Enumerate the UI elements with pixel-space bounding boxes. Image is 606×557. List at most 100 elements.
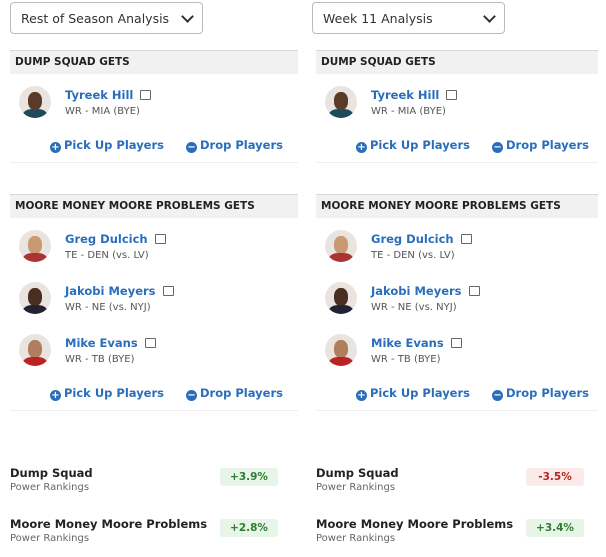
ranking-change: +3.4% bbox=[526, 519, 584, 537]
player-name[interactable]: Mike Evans bbox=[371, 335, 444, 350]
player-name[interactable]: Tyreek Hill bbox=[65, 87, 134, 102]
action-label[interactable]: Pick Up Players bbox=[64, 137, 165, 152]
player-avatar bbox=[19, 282, 51, 314]
ranking-team: Moore Money Moore Problems bbox=[10, 517, 208, 531]
team-section: DUMP SQUAD GETS Tyreek Hill WR - MIA (BYE)… bbox=[10, 50, 298, 163]
player-name-row: Greg Dulcich bbox=[65, 232, 166, 246]
player-name[interactable]: Tyreek Hill bbox=[371, 87, 440, 102]
player-info: Jakobi Meyers WR - NE (vs. NYJ) bbox=[371, 284, 480, 313]
action-link[interactable]: − Drop Players bbox=[186, 138, 283, 153]
ranking-row: Moore Money Moore Problems Power Rankings… bbox=[316, 517, 584, 557]
player-name[interactable]: Mike Evans bbox=[65, 335, 138, 350]
player-name[interactable]: Jakobi Meyers bbox=[371, 283, 462, 298]
ranking-team: Dump Squad bbox=[10, 466, 93, 480]
player-name[interactable]: Greg Dulcich bbox=[371, 231, 454, 246]
action-link[interactable]: + Pick Up Players bbox=[50, 386, 164, 401]
player-row: Mike Evans WR - TB (BYE) bbox=[10, 324, 298, 376]
note-icon[interactable] bbox=[468, 285, 480, 296]
analysis-column: Rest of Season Analysis DUMP SQUAD GETS Ty… bbox=[10, 0, 298, 544]
player-row: Greg Dulcich TE - DEN (vs. LV) bbox=[316, 220, 598, 272]
player-name-row: Tyreek Hill bbox=[371, 87, 458, 102]
action-link[interactable]: − Drop Players bbox=[186, 386, 283, 401]
analysis-column: Week 11 Analysis DUMP SQUAD GETS Tyreek Hi… bbox=[312, 0, 598, 544]
note-icon[interactable] bbox=[446, 89, 458, 100]
note-icon[interactable] bbox=[140, 89, 152, 100]
analysis-dropdown[interactable]: Rest of Season Analysis bbox=[10, 2, 203, 34]
ranking-team: Moore Money Moore Problems bbox=[316, 517, 514, 531]
player-detail: TE - DEN (vs. LV) bbox=[371, 249, 455, 261]
dropdown-arrow bbox=[483, 9, 496, 23]
ranking-row: Moore Money Moore Problems Power Rankings… bbox=[10, 517, 278, 557]
plus-icon: + bbox=[356, 389, 367, 401]
plus-icon: + bbox=[50, 141, 61, 153]
avatar-face bbox=[334, 92, 348, 110]
player-name-row: Tyreek Hill bbox=[65, 87, 152, 102]
action-label[interactable]: Drop Players bbox=[200, 137, 283, 152]
ranking-change: +2.8% bbox=[220, 519, 278, 537]
dropdown-arrow bbox=[181, 9, 194, 23]
avatar-face bbox=[28, 92, 42, 110]
action-row: + Pick Up Players − Drop Players bbox=[10, 376, 298, 411]
avatar-body bbox=[23, 253, 47, 262]
note-icon[interactable] bbox=[144, 337, 156, 348]
player-row: Tyreek Hill WR - MIA (BYE) bbox=[316, 76, 598, 128]
player-name-row: Jakobi Meyers bbox=[65, 284, 174, 298]
action-row: + Pick Up Players − Drop Players bbox=[316, 376, 598, 411]
avatar-body bbox=[329, 253, 353, 262]
avatar-body bbox=[329, 109, 353, 118]
action-label[interactable]: Pick Up Players bbox=[370, 385, 471, 400]
player-row: Jakobi Meyers WR - NE (vs. NYJ) bbox=[10, 272, 298, 324]
action-row: + Pick Up Players − Drop Players bbox=[316, 128, 598, 163]
minus-icon: − bbox=[492, 141, 504, 153]
avatar-body bbox=[23, 357, 47, 366]
analysis-dropdown[interactable]: Week 11 Analysis bbox=[312, 2, 505, 34]
ranking-change: +3.9% bbox=[220, 468, 278, 486]
action-link[interactable]: + Pick Up Players bbox=[356, 138, 470, 153]
player-name-row: Mike Evans bbox=[65, 336, 156, 350]
action-label[interactable]: Drop Players bbox=[200, 385, 283, 400]
ranking-label: Power Rankings bbox=[316, 533, 396, 544]
player-name[interactable]: Greg Dulcich bbox=[65, 231, 148, 246]
ranking-team: Dump Squad bbox=[316, 466, 399, 480]
ranking-change: -3.5% bbox=[526, 468, 584, 486]
player-detail: WR - MIA (BYE) bbox=[371, 105, 446, 117]
player-name[interactable]: Jakobi Meyers bbox=[65, 283, 156, 298]
action-link[interactable]: + Pick Up Players bbox=[356, 386, 470, 401]
player-avatar bbox=[19, 334, 51, 366]
note-icon[interactable] bbox=[162, 285, 174, 296]
action-label[interactable]: Pick Up Players bbox=[64, 385, 165, 400]
action-link[interactable]: + Pick Up Players bbox=[50, 138, 164, 153]
player-detail: WR - TB (BYE) bbox=[65, 353, 135, 365]
player-name-row: Mike Evans bbox=[371, 336, 462, 350]
player-row: Jakobi Meyers WR - NE (vs. NYJ) bbox=[316, 272, 598, 324]
action-row: + Pick Up Players − Drop Players bbox=[10, 128, 298, 163]
note-icon[interactable] bbox=[460, 233, 472, 244]
note-icon[interactable] bbox=[154, 233, 166, 244]
player-avatar bbox=[19, 230, 51, 262]
dropdown-label: Rest of Season Analysis bbox=[21, 10, 170, 26]
player-avatar bbox=[325, 86, 357, 118]
avatar-body bbox=[329, 305, 353, 314]
player-info: Mike Evans WR - TB (BYE) bbox=[65, 336, 156, 365]
avatar-face bbox=[28, 340, 42, 358]
minus-icon: − bbox=[186, 141, 198, 153]
player-row: Tyreek Hill WR - MIA (BYE) bbox=[10, 76, 298, 128]
action-label[interactable]: Drop Players bbox=[506, 137, 589, 152]
note-icon[interactable] bbox=[450, 337, 462, 348]
minus-icon: − bbox=[492, 389, 504, 401]
player-info: Tyreek Hill WR - MIA (BYE) bbox=[65, 87, 152, 117]
team-section: DUMP SQUAD GETS Tyreek Hill WR - MIA (BYE)… bbox=[316, 50, 598, 163]
player-info: Tyreek Hill WR - MIA (BYE) bbox=[371, 87, 458, 117]
player-detail: WR - NE (vs. NYJ) bbox=[65, 301, 151, 313]
action-link[interactable]: − Drop Players bbox=[492, 138, 589, 153]
player-info: Greg Dulcich TE - DEN (vs. LV) bbox=[65, 232, 166, 261]
action-label[interactable]: Pick Up Players bbox=[370, 137, 471, 152]
player-name-row: Jakobi Meyers bbox=[371, 284, 480, 298]
player-row: Greg Dulcich TE - DEN (vs. LV) bbox=[10, 220, 298, 272]
avatar-body bbox=[329, 357, 353, 366]
action-label[interactable]: Drop Players bbox=[506, 385, 589, 400]
avatar-face bbox=[28, 288, 42, 306]
team-section: MOORE MONEY MOORE PROBLEMS GETS Greg Dulc… bbox=[10, 194, 298, 411]
action-link[interactable]: − Drop Players bbox=[492, 386, 589, 401]
